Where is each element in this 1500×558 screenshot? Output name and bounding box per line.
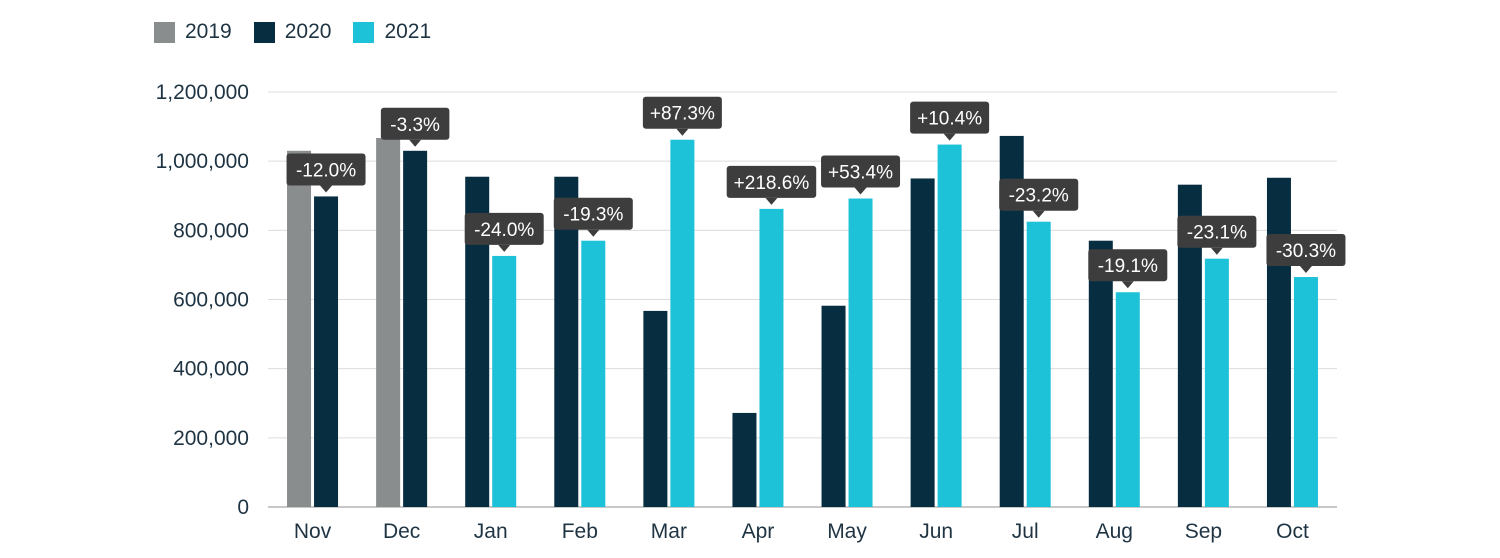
bar-2021: [492, 255, 517, 507]
annotation-label: +10.4%: [917, 109, 982, 130]
x-tick-label: Sep: [1185, 520, 1222, 543]
bar-2019: [287, 150, 312, 507]
bar-2021: [581, 240, 606, 508]
legend-label-2021: 2021: [384, 20, 432, 43]
x-tick-label: Mar: [651, 520, 687, 543]
bar-2020: [910, 178, 935, 508]
bar-2021: [1115, 292, 1140, 507]
annotation-box: [1088, 249, 1168, 282]
bar-2021: [1293, 277, 1318, 507]
annotation-box: [821, 155, 901, 188]
x-tick-label: Aug: [1096, 520, 1133, 543]
annotation-label: -19.3%: [563, 205, 623, 226]
bar-2020: [403, 150, 428, 507]
y-tick-label: 1,200,000: [156, 81, 249, 104]
annotation-pointer: [498, 244, 511, 252]
x-tick-label: Oct: [1276, 520, 1309, 543]
legend-swatch-2019: [154, 21, 175, 43]
annotation-label: -23.2%: [1009, 186, 1069, 207]
chart-legend: 2019 2020 2021: [154, 20, 431, 44]
annotation-label: -3.3%: [390, 115, 440, 136]
y-tick-label: 800,000: [173, 219, 249, 242]
annotation-label: -24.0%: [474, 220, 534, 241]
bar-2020: [1266, 177, 1291, 507]
annotation-box: [999, 178, 1079, 211]
y-tick-label: 400,000: [173, 358, 249, 381]
x-tick-label: Apr: [742, 520, 775, 543]
bar-2021: [848, 198, 873, 507]
annotation-box: [286, 153, 366, 186]
annotation-pointer: [587, 229, 600, 237]
annotation-box: [642, 96, 722, 129]
bar-2020: [643, 310, 668, 507]
y-tick-label: 200,000: [173, 427, 249, 450]
bar-2020: [1088, 240, 1113, 508]
annotation-pointer: [409, 139, 422, 147]
annotation-box: [1177, 215, 1257, 248]
x-tick-label: May: [827, 520, 867, 543]
x-tick-label: Feb: [562, 520, 598, 543]
annotation-label: +87.3%: [650, 104, 715, 125]
annotation-pointer: [676, 128, 689, 136]
annotation-pointer: [1210, 247, 1223, 255]
bar-2020: [732, 412, 757, 507]
annotation-pointer: [1121, 281, 1134, 289]
x-tick-label: Jan: [474, 520, 508, 543]
legend-item-2021: 2021: [353, 20, 431, 44]
bar-2021: [1026, 221, 1051, 507]
annotation-label: +53.4%: [828, 163, 893, 184]
x-tick-label: Dec: [383, 520, 420, 543]
legend-item-2019: 2019: [154, 20, 232, 44]
bar-2020: [821, 305, 846, 507]
bar-2021: [759, 208, 784, 507]
annotation-pointer: [943, 133, 956, 141]
annotation-label: -12.0%: [296, 160, 356, 181]
x-tick-label: Nov: [294, 520, 332, 543]
legend-label-2020: 2020: [284, 20, 332, 43]
annotation-box: [910, 101, 990, 134]
annotation-label: -30.3%: [1276, 241, 1336, 262]
annotation-box: [464, 212, 544, 245]
annotation-pointer: [1032, 210, 1045, 218]
annotation-label: -19.1%: [1098, 256, 1158, 277]
annotation-pointer: [765, 197, 778, 205]
annotation-box: [553, 197, 633, 230]
bar-2020: [554, 176, 579, 507]
x-tick-label: Jun: [919, 520, 953, 543]
bar-2021: [1204, 258, 1229, 507]
bar-2020: [314, 196, 339, 508]
legend-swatch-2020: [253, 21, 275, 43]
annotation-pointer: [1299, 266, 1312, 274]
x-tick-label: Jul: [1012, 520, 1039, 543]
bar-2019: [376, 137, 401, 507]
annotation-label: +218.6%: [734, 173, 810, 194]
legend-item-2020: 2020: [253, 20, 332, 44]
legend-label-2019: 2019: [185, 20, 232, 43]
annotation-label: -23.1%: [1187, 223, 1247, 244]
annotation-box: [380, 107, 450, 140]
y-tick-label: 0: [237, 496, 249, 519]
y-tick-label: 1,000,000: [156, 150, 249, 173]
annotation-box: [726, 165, 817, 198]
bar-2021: [937, 144, 962, 508]
annotation-pointer: [320, 185, 333, 193]
annotation-box: [1266, 234, 1346, 267]
y-tick-label: 600,000: [173, 289, 249, 312]
bar-2021: [670, 139, 695, 507]
annotation-pointer: [854, 187, 867, 195]
legend-swatch-2021: [353, 21, 375, 43]
